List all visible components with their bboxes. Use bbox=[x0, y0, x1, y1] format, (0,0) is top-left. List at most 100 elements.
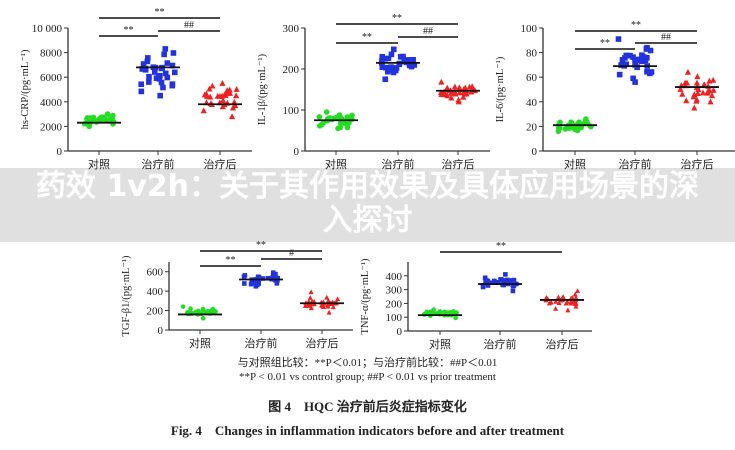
data-point bbox=[158, 65, 165, 72]
data-point bbox=[231, 98, 238, 105]
significance-label: ** bbox=[631, 20, 641, 31]
data-point bbox=[254, 282, 260, 288]
y-tick-label: 0 bbox=[532, 146, 538, 158]
x-tick-label: 对照 bbox=[429, 337, 451, 351]
data-point bbox=[406, 62, 413, 69]
caption-note-cn: 与对照组比较：**P＜0.01；与治疗前比较：##P＜0.01 bbox=[237, 357, 498, 369]
data-point bbox=[492, 279, 498, 285]
data-point bbox=[511, 283, 517, 288]
data-point bbox=[138, 81, 145, 88]
data-point bbox=[162, 46, 169, 52]
data-point bbox=[480, 284, 486, 290]
x-tick-label: 治疗前 bbox=[619, 157, 652, 171]
data-point bbox=[146, 79, 152, 85]
data-point bbox=[507, 279, 512, 285]
data-point bbox=[251, 278, 257, 283]
data-point bbox=[438, 78, 445, 85]
data-point bbox=[161, 51, 167, 58]
data-point bbox=[615, 36, 622, 42]
data-point bbox=[568, 300, 574, 306]
data-point bbox=[87, 115, 93, 122]
data-point bbox=[274, 281, 280, 286]
y-tick-label: 100 bbox=[386, 312, 403, 324]
data-point bbox=[693, 96, 700, 103]
data-point bbox=[390, 46, 397, 53]
data-point bbox=[320, 120, 326, 127]
data-point bbox=[308, 305, 314, 311]
data-point bbox=[335, 296, 341, 302]
data-point bbox=[424, 309, 430, 315]
x-tick-label: 治疗前 bbox=[484, 337, 517, 351]
x-tick-label: 治疗后 bbox=[442, 157, 475, 171]
data-point bbox=[330, 304, 336, 310]
data-point bbox=[209, 82, 216, 89]
data-point bbox=[648, 69, 655, 75]
data-point bbox=[576, 119, 582, 125]
banner-title: 药效 1v2h：关于其作用效果及具体应用场景的深入探讨 bbox=[35, 169, 700, 238]
data-point bbox=[707, 98, 714, 105]
x-tick-label: 对照 bbox=[564, 157, 586, 171]
data-point bbox=[260, 276, 266, 281]
y-tick-label: 8000 bbox=[40, 48, 63, 60]
data-point bbox=[169, 62, 176, 69]
data-point bbox=[169, 81, 176, 87]
x-tick-label: 治疗前 bbox=[142, 157, 175, 171]
data-point bbox=[572, 291, 578, 297]
significance-label: ** bbox=[600, 38, 610, 49]
data-point bbox=[144, 58, 151, 65]
data-point bbox=[157, 92, 163, 99]
data-point bbox=[693, 79, 701, 86]
y-tick-label: 0 bbox=[57, 146, 63, 158]
data-point bbox=[382, 76, 389, 83]
data-point bbox=[583, 118, 589, 124]
data-point bbox=[548, 299, 554, 305]
data-point bbox=[460, 93, 467, 100]
data-point bbox=[630, 75, 636, 82]
data-point bbox=[679, 90, 686, 97]
y-tick-label: 0 bbox=[397, 326, 403, 338]
data-point bbox=[345, 114, 351, 121]
data-point bbox=[382, 56, 388, 62]
significance-label: ## bbox=[661, 32, 671, 43]
overlay-banner bbox=[0, 168, 735, 242]
data-point bbox=[323, 109, 330, 115]
x-tick-label: 对照 bbox=[88, 157, 110, 171]
data-point bbox=[248, 281, 254, 287]
y-axis-label: TNF-α/(pg·mL⁻¹) bbox=[360, 258, 371, 335]
data-point bbox=[104, 111, 111, 117]
data-point bbox=[180, 304, 186, 309]
data-point bbox=[683, 97, 690, 104]
data-point bbox=[326, 309, 332, 315]
data-point bbox=[346, 120, 352, 126]
data-point bbox=[451, 309, 456, 314]
data-point bbox=[146, 73, 152, 80]
data-point bbox=[708, 92, 716, 99]
y-axis-label: IL-1β/(pg·mL⁻¹) bbox=[257, 53, 268, 125]
data-point bbox=[160, 84, 166, 91]
data-point bbox=[193, 309, 199, 315]
data-point bbox=[632, 62, 638, 68]
data-point bbox=[151, 69, 158, 75]
data-point bbox=[228, 113, 236, 120]
data-point bbox=[639, 58, 645, 65]
data-point bbox=[220, 97, 227, 103]
data-point bbox=[172, 69, 178, 76]
data-point bbox=[564, 299, 570, 304]
y-tick-label: 100 bbox=[521, 23, 538, 35]
data-point bbox=[164, 60, 171, 66]
data-point bbox=[256, 275, 262, 280]
data-point bbox=[442, 90, 449, 97]
data-point bbox=[485, 283, 491, 288]
significance-label: ** bbox=[496, 241, 506, 252]
data-point bbox=[710, 87, 717, 93]
data-point bbox=[448, 89, 455, 96]
data-point bbox=[388, 51, 395, 58]
y-tick-label: 10 000 bbox=[32, 23, 63, 35]
data-point bbox=[498, 277, 503, 282]
data-point bbox=[242, 281, 247, 286]
data-point bbox=[704, 88, 711, 95]
data-point bbox=[496, 279, 501, 285]
panel-3: 0 200 400 600 TGF-β1/(pg·mL⁻¹) 对照 治疗前 治疗后 ** ** # bbox=[121, 240, 353, 350]
data-point bbox=[386, 66, 392, 73]
